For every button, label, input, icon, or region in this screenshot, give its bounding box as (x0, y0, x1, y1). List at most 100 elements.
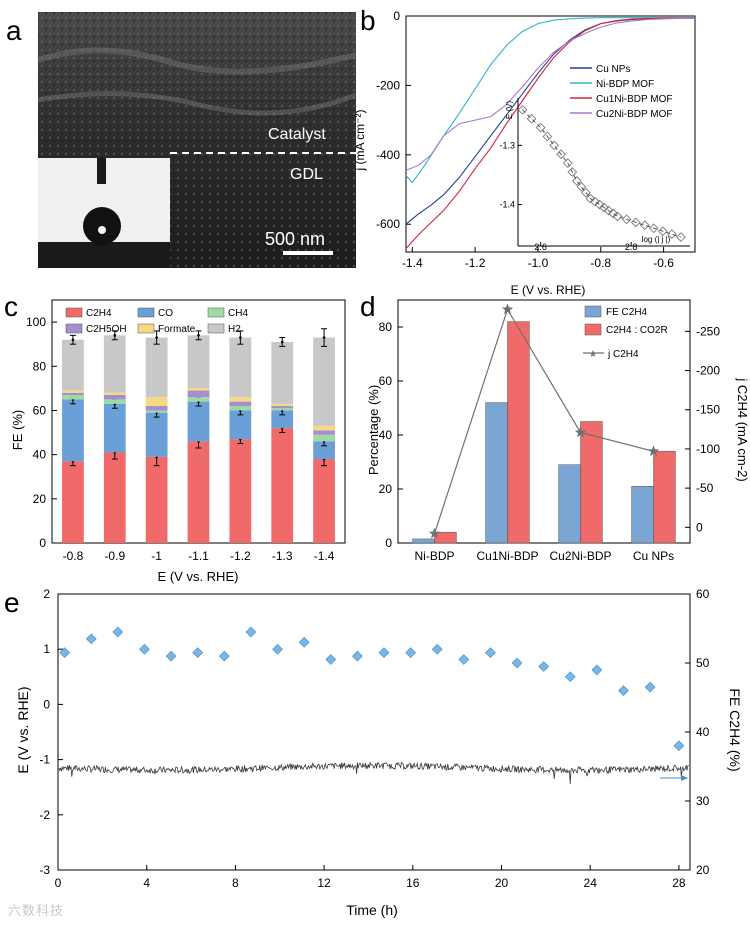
panel-c-ytick-label: 100 (26, 315, 46, 329)
panel-d-ytick-label: 80 (379, 320, 393, 334)
panel-d-star-marker (428, 527, 441, 539)
panel-b-inset: 2.6 2.8 -1.3 -1.4 log (| j |) E (V) (499, 98, 690, 252)
panel-c-bar-segment (229, 410, 252, 440)
panel-b: b -1.4 -1.2 -1.0 -0.8 -0.6 -600 -400 -200 0 Cu N… (353, 5, 696, 297)
panel-d-legend-swatch (584, 305, 602, 318)
panel-c-errordot (71, 338, 75, 342)
panel-b-inset-point (599, 202, 609, 213)
panel-b-xtick-label: -1.0 (528, 256, 549, 270)
panel-b-inset-point (608, 208, 618, 219)
panel-c-bar-segment (62, 399, 84, 462)
panel-b-inset-ytick-label: -1.3 (499, 140, 515, 150)
panel-b-inset-ylabel: E (V) (505, 101, 514, 120)
panel-d-plot: 0 20 40 60 80 0 -50 -100 -150 -200 -250 Ni-BDP Cu1Ni… (379, 299, 720, 563)
panel-d-ytick-label: 40 (379, 428, 393, 442)
panel-b-legend-label: Cu NPs (596, 64, 630, 75)
panel-c-bar-segment (62, 392, 84, 395)
panel-d-star-marker (574, 426, 587, 438)
panel-e-fe-point (644, 681, 656, 693)
panel-b-inset-point (612, 211, 623, 222)
panel-c-legend-swatch (65, 307, 83, 318)
panel-d-ylabel-right: j C2H4 (mA cm-2) (735, 377, 750, 481)
panel-e-potential-trace (58, 761, 689, 785)
panel-e-fe-point (85, 633, 97, 645)
panel-e-letter: e (4, 587, 20, 618)
panel-e-ylabel-left: E (V vs. RHE) (15, 686, 31, 773)
panel-e-fe-point (405, 647, 416, 659)
panel-a-letter: a (6, 15, 22, 46)
panel-d-xtick-label: Cu2Ni-BDP (549, 549, 611, 563)
panel-c-legend-swatch (137, 323, 155, 334)
panel-b-legend-label: Cu1Ni-BDP MOF (596, 94, 673, 105)
panel-d-star-marker (647, 445, 660, 457)
panel-c: c 0 20 40 60 80 100 -0.8 -0.9 -1 -1.1 -1.2 -1.3 -1.4… (4, 291, 346, 584)
panel-e-y2tick-label: 40 (696, 725, 710, 739)
panel-b-ytick-label: -600 (376, 217, 400, 231)
panel-d-bar (558, 464, 581, 544)
panel-b-xlabel: E (V vs. RHE) (511, 283, 586, 297)
panel-c-bar-segment (62, 394, 84, 400)
panel-d-bar (580, 421, 603, 544)
panel-b-inset-xtick-label: 2.6 (534, 242, 547, 252)
panel-c-bar-segment (187, 390, 210, 398)
panel-d-ytick-label: 60 (379, 374, 393, 388)
panel-e-fe-point (538, 661, 550, 672)
panel-d-y2tick-label: -200 (696, 364, 720, 378)
panel-c-legend-swatch (65, 323, 83, 334)
panel-e-fe-point (139, 643, 150, 655)
panel-e-fe-point (378, 647, 390, 659)
panel-e-y2tick-label: 30 (696, 794, 710, 808)
panel-c-legend-label: CH4 (228, 308, 248, 319)
catalyst-label: Catalyst (268, 126, 326, 143)
panel-e-fe-point (298, 636, 310, 648)
panel-c-xtick-label: -1.2 (230, 549, 251, 563)
panel-c-legend-label: C2H4 (86, 308, 112, 319)
panel-b-inset-point (630, 217, 641, 228)
panel-c-bar-segment (187, 441, 210, 543)
panel-b-inset-point (585, 193, 596, 204)
panel-c-bar-segment (145, 410, 168, 413)
panel-c-bar-segment (271, 410, 294, 429)
panel-e-fe-point (591, 664, 603, 676)
panel-e-fe-point (112, 626, 124, 638)
panel-e-ytick-label: 0 (43, 697, 50, 711)
panel-b-ytick-label: 0 (393, 9, 400, 23)
panel-e-arrow-head (681, 775, 688, 781)
panel-c-bar-segment (103, 452, 126, 543)
panel-b-inset-point (542, 131, 553, 142)
panel-c-errordot (280, 340, 284, 344)
scale-bar (283, 251, 333, 255)
panel-b-xtick-label: -0.6 (653, 256, 674, 270)
panel-b-legend: Cu NPs Ni-BDP MOF Cu1Ni-BDP MOF Cu2Ni-BDP M… (570, 64, 673, 120)
panel-c-bar-segment (271, 408, 294, 411)
panel-c-bar-segment (271, 406, 294, 409)
panel-b-inset-point (603, 205, 614, 216)
panel-e-fe-point (564, 671, 576, 683)
panel-e-xtick-label: 4 (143, 876, 150, 890)
panel-d-y2tick-label: -150 (696, 403, 720, 417)
panel-c-legend-label: CO (158, 308, 173, 319)
panel-e-fe-point (272, 643, 283, 655)
panel-b-ylabel: j (mA cm⁻²) (353, 110, 367, 172)
panel-d-ylabel-left: Percentage (%) (366, 385, 381, 475)
panel-e-fe-point (511, 657, 523, 669)
panel-e-fe-point (351, 650, 363, 662)
panel-c-bar-segment (229, 406, 252, 411)
panel-c-bar-segment (62, 390, 84, 393)
panel-e-xtick-label: 20 (495, 876, 509, 890)
panel-d-bar (653, 450, 676, 544)
panel-c-xtick-label: -1 (151, 549, 162, 563)
panel-e-xtick-label: 16 (406, 876, 420, 890)
panel-b-series-3 (405, 17, 695, 171)
panel-e-fe-point (59, 647, 71, 659)
panel-c-legend-label: C2H5OH (86, 324, 127, 335)
panel-b-inset-xlabel: log (| j |) (642, 235, 671, 244)
panel-e-xtick-label: 28 (672, 876, 686, 890)
panel-c-bar-segment (229, 401, 252, 407)
panel-c-bar-segment (229, 337, 252, 398)
panel-b-legend-label: Ni-BDP MOF (596, 79, 654, 90)
panel-c-letter: c (4, 291, 18, 322)
panel-e-ytick-label: -3 (39, 863, 50, 877)
